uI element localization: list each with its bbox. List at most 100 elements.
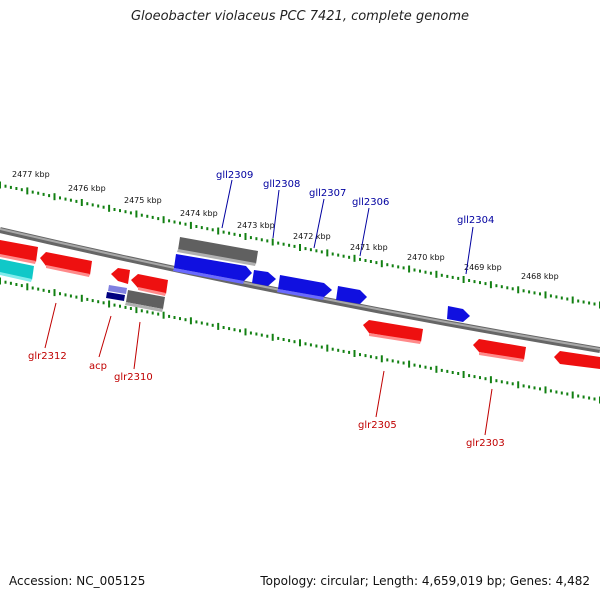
minor-tick — [293, 244, 296, 248]
minor-tick — [4, 280, 7, 284]
scale-label: 2472 kbp — [293, 232, 331, 241]
minor-tick — [364, 354, 367, 358]
major-tick — [517, 286, 520, 294]
minor-tick — [157, 217, 160, 221]
minor-tick — [500, 380, 503, 384]
minor-tick — [468, 374, 471, 378]
minor-tick — [533, 386, 536, 390]
minor-tick — [59, 292, 61, 296]
forward-gene-arrow — [278, 275, 332, 297]
minor-tick — [146, 214, 149, 218]
gene-shadow — [0, 272, 32, 282]
minor-tick — [391, 359, 394, 363]
minor-tick — [31, 190, 34, 194]
minor-tick — [457, 276, 460, 280]
minor-tick — [588, 396, 591, 400]
minor-tick — [184, 222, 187, 226]
major-tick — [571, 391, 574, 399]
major-tick — [80, 294, 83, 302]
minor-tick — [157, 312, 160, 316]
scale-label: 2474 kbp — [180, 209, 218, 218]
minor-tick — [239, 329, 241, 333]
minor-tick — [555, 390, 558, 394]
minor-tick — [369, 260, 372, 263]
minor-tick — [102, 205, 105, 209]
scale-label: 2471 kbp — [350, 243, 388, 252]
minor-tick — [348, 255, 351, 259]
minor-tick — [429, 271, 432, 275]
minor-tick — [402, 266, 405, 270]
minor-tick — [124, 305, 127, 309]
minor-tick — [331, 347, 334, 351]
minor-tick — [140, 309, 143, 313]
minor-tick — [75, 295, 78, 299]
minor-tick — [37, 191, 40, 195]
major-tick — [0, 181, 1, 189]
major-tick — [26, 187, 29, 195]
leader-line — [133, 321, 141, 370]
minor-tick — [91, 299, 94, 303]
minor-tick — [168, 219, 171, 223]
minor-tick — [260, 333, 263, 337]
minor-tick — [593, 397, 596, 401]
gene-label-glr2305: glr2305 — [358, 420, 397, 431]
major-tick — [408, 265, 411, 273]
minor-tick — [255, 237, 258, 241]
gene-label-glr2310: glr2310 — [114, 372, 153, 383]
minor-tick — [195, 225, 198, 228]
minor-tick — [468, 279, 471, 282]
major-tick — [244, 233, 247, 240]
gene-label-acp: acp — [89, 361, 107, 372]
scale-label: 2470 kbp — [407, 253, 445, 262]
major-tick — [462, 276, 465, 283]
major-tick — [544, 386, 547, 394]
minor-tick — [577, 299, 580, 303]
minor-tick — [320, 250, 323, 254]
gene-shadow — [46, 265, 90, 277]
major-tick — [380, 355, 383, 363]
minor-tick — [206, 322, 209, 326]
minor-tick — [282, 338, 285, 341]
minor-tick — [69, 294, 72, 298]
minor-tick — [549, 294, 552, 298]
minor-tick — [479, 376, 481, 380]
minor-tick — [211, 323, 214, 327]
gene-acp-light — [108, 285, 127, 294]
forward-gene-arrow — [447, 306, 470, 322]
minor-tick — [473, 280, 476, 284]
minor-tick — [337, 253, 340, 257]
major-tick — [244, 328, 247, 336]
minor-tick — [446, 369, 449, 373]
minor-tick — [277, 241, 280, 245]
pseudo-gene-block — [178, 237, 258, 264]
minor-tick — [195, 320, 198, 324]
minor-tick — [429, 366, 432, 370]
minor-tick — [119, 304, 121, 308]
minor-tick — [15, 283, 18, 286]
minor-tick — [173, 316, 176, 319]
major-tick — [162, 216, 165, 224]
minor-tick — [582, 395, 585, 399]
reverse-gene-arrow — [363, 320, 423, 342]
upper-scale-ticks — [0, 181, 600, 309]
minor-tick — [364, 259, 367, 262]
minor-tick — [151, 311, 154, 315]
minor-tick — [386, 263, 389, 267]
minor-tick — [560, 391, 563, 395]
minor-tick — [140, 213, 143, 217]
leader-line — [465, 226, 474, 275]
minor-tick — [331, 252, 334, 256]
minor-tick — [577, 394, 580, 398]
major-tick — [217, 227, 220, 235]
minor-tick — [593, 302, 596, 306]
major-tick — [326, 249, 329, 257]
minor-tick — [446, 274, 449, 278]
gene-shadow — [277, 289, 324, 300]
minor-tick — [511, 382, 514, 386]
major-tick — [517, 381, 520, 389]
lower-scale-ticks — [0, 277, 600, 404]
minor-tick — [179, 221, 181, 225]
minor-tick — [342, 254, 345, 258]
minor-tick — [506, 381, 509, 385]
minor-tick — [397, 360, 400, 364]
